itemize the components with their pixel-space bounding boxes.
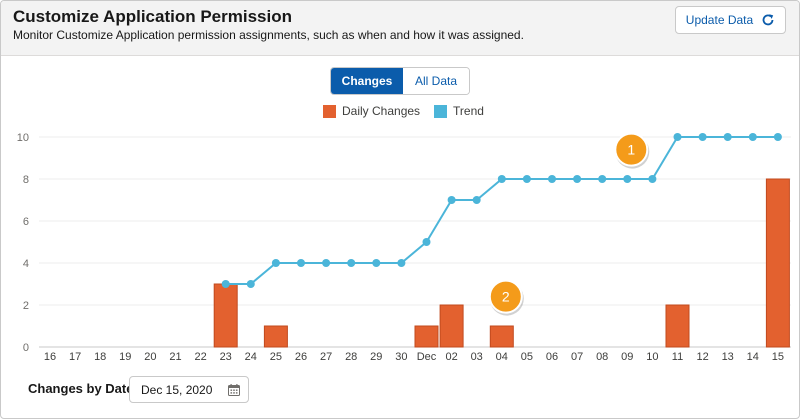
- bar: [765, 178, 790, 348]
- trend-point: [522, 175, 531, 183]
- x-tick-label: 23: [220, 351, 232, 363]
- x-tick-label: 13: [722, 351, 734, 363]
- x-tick-label: 05: [521, 351, 533, 363]
- x-tick-label: 04: [496, 351, 508, 363]
- x-tick-label: 28: [345, 351, 357, 363]
- date-value: Dec 15, 2020: [141, 382, 213, 397]
- changes-by-date-label: Changes by Date: [28, 381, 134, 396]
- page-title: Customize Application Permission: [13, 7, 292, 26]
- bar: [414, 325, 439, 348]
- legend-label-daily: Daily Changes: [342, 104, 421, 118]
- y-tick-label: 6: [23, 216, 29, 228]
- y-tick-label: 0: [23, 342, 29, 354]
- x-tick-label: 16: [44, 351, 56, 363]
- x-tick-label: 14: [747, 351, 759, 363]
- x-tick-label: 22: [194, 351, 206, 363]
- legend-swatch-trend: [434, 104, 448, 118]
- trend-point: [246, 280, 255, 288]
- view-toggle: Changes All Data: [330, 67, 470, 95]
- x-tick-label: 25: [270, 351, 282, 363]
- x-tick-label: 26: [295, 351, 307, 363]
- x-tick-label: 17: [69, 351, 81, 363]
- update-data-label: Update Data: [685, 13, 754, 27]
- trend-point: [497, 175, 506, 183]
- legend-item-daily: Daily Changes: [323, 104, 420, 118]
- x-tick-label: 10: [646, 351, 658, 363]
- toggle-changes[interactable]: Changes: [331, 68, 403, 94]
- annotation-label: 2: [502, 289, 510, 305]
- trend-point: [347, 259, 356, 267]
- x-tick-label: 09: [621, 351, 633, 363]
- trend-point: [422, 238, 431, 246]
- x-tick-label: 19: [119, 351, 131, 363]
- trend-point: [221, 280, 230, 288]
- x-tick-label: 30: [395, 351, 407, 363]
- x-tick-label: 08: [596, 351, 608, 363]
- legend-item-trend: Trend: [434, 104, 484, 118]
- trend-point: [598, 175, 607, 183]
- x-tick-label: 29: [370, 351, 382, 363]
- trend-point: [372, 259, 381, 267]
- legend-swatch-daily: [323, 104, 336, 118]
- x-tick-label: 02: [445, 351, 457, 363]
- x-tick-label: Dec: [417, 351, 437, 363]
- x-tick-label: 20: [144, 351, 156, 363]
- trend-point: [748, 133, 757, 141]
- trend-point: [447, 196, 456, 204]
- page-subtitle: Monitor Customize Application permission…: [13, 28, 524, 42]
- y-tick-label: 10: [17, 132, 29, 144]
- x-tick-label: 15: [772, 351, 784, 363]
- bar: [665, 304, 690, 348]
- annotation-label: 1: [627, 142, 635, 158]
- trend-point: [573, 175, 582, 183]
- refresh-icon: [761, 13, 775, 27]
- x-tick-label: 06: [546, 351, 558, 363]
- trend-point: [548, 175, 556, 183]
- trend-point: [271, 259, 280, 267]
- x-tick-label: 12: [696, 351, 708, 363]
- update-data-button[interactable]: Update Data: [675, 6, 786, 34]
- x-tick-label: 03: [471, 351, 483, 363]
- x-tick-label: 18: [94, 351, 106, 363]
- bar: [213, 283, 238, 348]
- card-header: Customize Application Permission Monitor…: [1, 1, 799, 56]
- bar: [489, 325, 514, 348]
- y-tick-label: 4: [23, 258, 29, 270]
- date-input[interactable]: Dec 15, 2020: [129, 376, 249, 403]
- trend-point: [472, 196, 481, 204]
- trend-point: [322, 259, 331, 267]
- bar: [439, 304, 464, 348]
- trend-point: [623, 175, 632, 183]
- trend-point: [297, 259, 305, 267]
- trend-point: [397, 259, 406, 267]
- y-tick-label: 2: [23, 300, 29, 312]
- annotation-badge: [488, 279, 523, 314]
- x-tick-label: 24: [245, 351, 257, 363]
- chart-legend: Daily Changes Trend: [323, 104, 492, 118]
- trend-point: [648, 175, 657, 183]
- trend-point: [723, 133, 732, 141]
- trend-point: [773, 133, 782, 141]
- x-tick-label: 11: [672, 351, 683, 363]
- x-tick-label: 21: [169, 351, 181, 363]
- toggle-all-data[interactable]: All Data: [403, 68, 469, 94]
- trend-point: [673, 133, 682, 141]
- x-tick-label: 07: [571, 351, 583, 363]
- legend-label-trend: Trend: [453, 104, 484, 118]
- annotation-shadow: [489, 281, 524, 316]
- calendar-icon[interactable]: [228, 384, 240, 396]
- trend-line: [225, 136, 778, 285]
- bar: [263, 325, 288, 348]
- trend-point: [698, 133, 707, 141]
- annotation-badge: [614, 132, 649, 167]
- x-tick-label: 27: [320, 351, 332, 363]
- annotation-shadow: [615, 134, 650, 169]
- y-tick-label: 8: [23, 174, 29, 186]
